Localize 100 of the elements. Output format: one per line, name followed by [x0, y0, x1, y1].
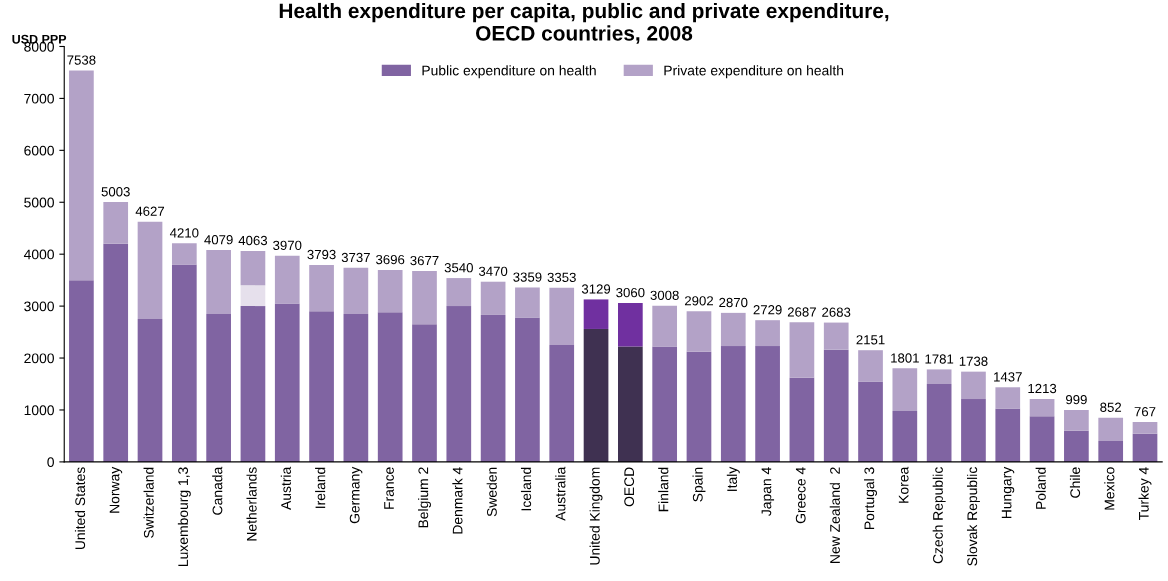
bar	[446, 278, 472, 307]
bar	[892, 368, 918, 412]
bar	[1132, 433, 1158, 462]
bar	[686, 311, 712, 352]
bar	[961, 399, 986, 462]
total-label: 2687	[787, 307, 816, 317]
x-tick-label: Luxembourg 1,3	[177, 467, 191, 566]
total-label: 2902	[684, 296, 713, 306]
bar	[412, 270, 437, 325]
x-tick-label: Greece 4	[795, 467, 806, 524]
y-tick-label: 1000	[24, 405, 54, 416]
x-tick-label: Spain	[692, 467, 706, 502]
chart-title: Health expenditure per capita, public and private expenditure, OECD countries, 2008	[279, 2, 889, 44]
x-tick-label: Denmark 4	[452, 467, 463, 534]
total-label: 1738	[959, 356, 988, 366]
bar	[137, 221, 163, 320]
bar	[618, 303, 643, 347]
bar	[309, 264, 334, 312]
bar	[686, 351, 712, 462]
y-tick-label: 5000	[24, 197, 54, 208]
bar	[1029, 416, 1055, 462]
total-label: 2683	[822, 307, 851, 317]
bar	[240, 250, 266, 286]
bar	[69, 280, 94, 462]
x-tick-label: Belgium 2	[418, 467, 431, 528]
bar	[995, 387, 1021, 409]
x-tick-label: Netherlands	[246, 467, 257, 541]
x-tick-label: Japan 4	[761, 467, 775, 516]
total-label: 1781	[925, 354, 954, 364]
x-tick-label: Mexico	[1104, 467, 1115, 510]
x-tick-label: Germany	[349, 466, 363, 524]
y-tick-label: 0	[47, 457, 54, 468]
bar	[720, 312, 746, 347]
total-label: 3060	[616, 287, 645, 298]
x-tick-label: United Kingdom	[589, 467, 603, 565]
total-label: 3696	[376, 254, 405, 265]
bar	[480, 314, 506, 462]
bar	[652, 305, 678, 347]
x-tick-label: Switzerland	[143, 467, 154, 538]
bar	[1064, 430, 1089, 462]
bar	[789, 322, 815, 378]
x-tick-label: New Zealand 2	[829, 467, 840, 563]
total-label: 2870	[719, 297, 748, 308]
bar	[823, 349, 849, 462]
bar	[446, 306, 472, 462]
bar	[377, 269, 403, 313]
bar	[515, 317, 540, 462]
total-label: 7538	[67, 55, 96, 65]
y-tick-label: 4000	[23, 249, 54, 260]
bar	[823, 322, 849, 350]
total-label: 999	[1066, 394, 1087, 405]
bar	[171, 264, 197, 462]
bar	[995, 408, 1021, 462]
bar	[549, 287, 575, 346]
total-label: 3129	[581, 284, 611, 294]
total-label: 3737	[341, 252, 370, 263]
bar	[720, 346, 746, 462]
x-tick-label: Turkey 4	[1138, 467, 1152, 520]
y-tick-label: 6000	[24, 145, 54, 156]
total-label: 767	[1134, 407, 1156, 417]
bar	[1029, 398, 1055, 417]
bar	[240, 306, 266, 462]
total-label: 5003	[101, 187, 130, 197]
bar	[926, 369, 952, 384]
x-tick-label: Canada	[212, 466, 223, 515]
total-label: 4063	[238, 235, 268, 246]
bar	[274, 255, 300, 304]
x-tick-label: Iceland	[520, 467, 532, 511]
bar	[206, 313, 231, 462]
x-tick-label: Hungary	[1001, 466, 1015, 519]
bar	[755, 320, 780, 347]
x-tick-label: Austria	[280, 466, 291, 510]
bar	[789, 377, 815, 462]
bar	[618, 346, 643, 462]
bar	[309, 311, 334, 462]
x-tick-label: Slovak Republic	[966, 467, 980, 566]
legend-label: Public expenditure on health	[422, 65, 596, 79]
bar	[343, 313, 369, 462]
bar	[583, 328, 609, 462]
bar	[583, 299, 609, 329]
legend-label: Private expenditure on health	[664, 65, 844, 79]
bar	[892, 411, 918, 462]
x-tick-label: France	[384, 467, 394, 509]
x-tick-label: Australia	[555, 466, 566, 521]
x-tick-label: Ireland	[315, 467, 326, 508]
total-label: 1213	[1028, 383, 1057, 394]
bar	[377, 312, 403, 462]
x-tick-label: OECD	[624, 467, 635, 507]
total-label: 2151	[856, 335, 885, 345]
bar	[103, 243, 129, 462]
bar	[137, 319, 163, 462]
total-label: 1437	[994, 372, 1022, 382]
bar	[480, 281, 506, 315]
bar	[515, 287, 540, 318]
total-label: 4627	[135, 206, 165, 216]
x-tick-label: Poland	[1035, 467, 1046, 509]
bar	[961, 371, 986, 400]
bar	[858, 350, 883, 382]
bar	[343, 267, 369, 314]
bar	[412, 324, 437, 462]
